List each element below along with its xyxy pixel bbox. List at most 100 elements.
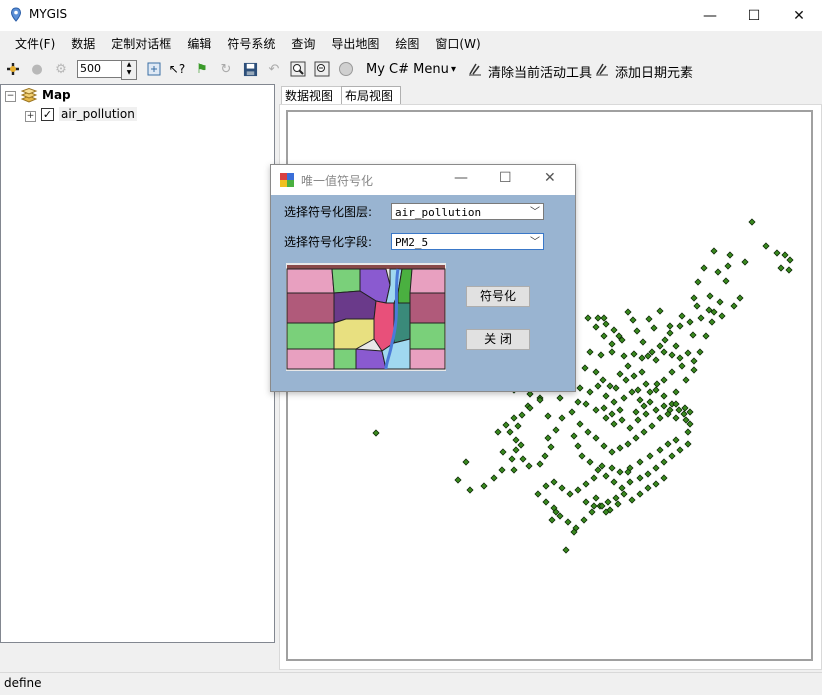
map-point-feature bbox=[590, 474, 598, 482]
menu-window[interactable]: 窗口(W) bbox=[435, 37, 481, 51]
tab-layout-view[interactable]: 布局视图 bbox=[341, 86, 401, 105]
maximize-button[interactable]: ☐ bbox=[731, 0, 777, 31]
map-point-feature bbox=[762, 242, 770, 250]
map-point-feature bbox=[676, 446, 684, 454]
undo-button[interactable]: ↶ bbox=[265, 60, 283, 78]
menu-symbology[interactable]: 符号系统 bbox=[227, 37, 276, 51]
dialog-close-button[interactable]: ✕ bbox=[544, 170, 556, 186]
minimize-button[interactable]: — bbox=[687, 0, 733, 31]
clear-active-tool-button[interactable]: 清除当前活动工具 bbox=[488, 66, 593, 81]
flag-button[interactable]: ⚑ bbox=[193, 60, 211, 78]
field-combobox[interactable]: PM2_5 ﹀ bbox=[391, 233, 544, 250]
menu-draw[interactable]: 绘图 bbox=[395, 37, 420, 51]
map-point-feature bbox=[741, 258, 749, 266]
map-point-feature bbox=[638, 354, 646, 362]
map-point-feature bbox=[592, 368, 600, 376]
map-point-feature bbox=[684, 428, 692, 436]
map-point-feature bbox=[730, 302, 738, 310]
menu-edit[interactable]: 编辑 bbox=[187, 37, 212, 51]
menu-export-map[interactable]: 导出地图 bbox=[331, 37, 380, 51]
dialog-maximize-button[interactable]: ☐ bbox=[499, 170, 512, 186]
dialog-minimize-button[interactable]: — bbox=[454, 170, 468, 186]
map-point-feature bbox=[548, 516, 556, 524]
map-point-feature bbox=[608, 448, 616, 456]
add-date-element-button[interactable]: 添加日期元素 bbox=[615, 66, 694, 81]
map-point-feature bbox=[636, 458, 644, 466]
map-point-feature bbox=[710, 247, 718, 255]
map-point-feature bbox=[620, 394, 628, 402]
map-point-feature bbox=[628, 496, 636, 504]
map-point-feature bbox=[682, 416, 690, 424]
symbolize-button[interactable]: 符号化 bbox=[466, 286, 530, 307]
map-point-feature bbox=[710, 308, 718, 316]
map-point-feature bbox=[608, 464, 616, 472]
menu-data[interactable]: 数据 bbox=[71, 37, 96, 51]
map-point-feature bbox=[668, 368, 676, 376]
map-point-feature bbox=[632, 434, 640, 442]
map-point-feature bbox=[602, 414, 610, 422]
layer-name[interactable]: air_pollution bbox=[59, 107, 137, 121]
map-point-feature bbox=[632, 408, 640, 416]
close-window-button[interactable]: ✕ bbox=[776, 0, 822, 31]
dialog-close-action-button[interactable]: 关 闭 bbox=[466, 329, 530, 350]
map-point-feature bbox=[536, 396, 544, 404]
map-point-feature bbox=[454, 476, 462, 484]
layer-expand-toggle[interactable]: + bbox=[25, 111, 36, 122]
map-point-feature bbox=[666, 329, 674, 337]
map-point-feature bbox=[638, 368, 646, 376]
map-point-feature bbox=[608, 348, 616, 356]
map-point-feature bbox=[660, 392, 668, 400]
map-point-feature bbox=[582, 400, 590, 408]
flag-icon: ⚑ bbox=[196, 61, 208, 77]
map-point-feature bbox=[602, 472, 610, 480]
map-point-feature bbox=[656, 414, 664, 422]
custom-menu-label[interactable]: My C# Menu bbox=[366, 62, 449, 77]
layer-visibility-checkbox[interactable]: ✓ bbox=[41, 108, 54, 121]
map-point-feature bbox=[640, 402, 648, 410]
map-point-feature bbox=[714, 268, 722, 276]
map-point-feature bbox=[592, 323, 600, 331]
map-root-label[interactable]: Map bbox=[42, 88, 71, 102]
map-point-feature bbox=[636, 396, 644, 404]
map-point-feature bbox=[634, 416, 642, 424]
map-point-feature bbox=[644, 484, 652, 492]
scale-spinner[interactable]: ▲ ▼ bbox=[121, 60, 137, 80]
map-point-feature bbox=[547, 443, 555, 451]
settings-button[interactable]: ⚙ bbox=[52, 60, 70, 78]
globe-button[interactable] bbox=[337, 60, 355, 78]
menu-file[interactable]: 文件(F) bbox=[15, 37, 56, 51]
redo-button[interactable]: ↻ bbox=[217, 60, 235, 78]
map-point-feature bbox=[550, 478, 558, 486]
map-point-feature bbox=[519, 455, 527, 463]
map-point-feature bbox=[590, 502, 598, 510]
map-point-feature bbox=[552, 426, 560, 434]
menu-custom-dialog[interactable]: 定制对话框 bbox=[111, 37, 172, 51]
dropdown-arrow-icon[interactable]: ▾ bbox=[451, 64, 457, 75]
full-extent-button[interactable] bbox=[145, 60, 163, 78]
map-point-feature bbox=[656, 307, 664, 315]
map-scale-input[interactable]: 500 bbox=[77, 60, 127, 78]
map-point-feature bbox=[644, 470, 652, 478]
zoom-in-button[interactable] bbox=[289, 60, 307, 78]
add-data-button[interactable] bbox=[4, 60, 22, 78]
map-point-feature bbox=[672, 342, 680, 350]
zoom-in-fixed-button[interactable]: ● bbox=[28, 60, 46, 78]
map-point-feature bbox=[612, 494, 620, 502]
map-point-feature bbox=[645, 315, 653, 323]
zoom-out-button[interactable] bbox=[313, 60, 331, 78]
map-point-feature bbox=[576, 384, 584, 392]
identify-button[interactable]: ↖? bbox=[168, 60, 186, 78]
map-point-feature bbox=[630, 372, 638, 380]
map-point-feature bbox=[610, 478, 618, 486]
save-button[interactable] bbox=[241, 60, 259, 78]
map-point-feature bbox=[542, 482, 550, 490]
map-point-feature bbox=[650, 324, 658, 332]
map-point-feature bbox=[708, 318, 716, 326]
menu-query[interactable]: 查询 bbox=[291, 37, 316, 51]
undo-icon: ↶ bbox=[268, 61, 280, 77]
map-collapse-toggle[interactable]: − bbox=[5, 91, 16, 102]
layer-combobox[interactable]: air_pollution ﹀ bbox=[391, 203, 544, 220]
tab-data-view[interactable]: 数据视图 bbox=[281, 86, 345, 105]
map-point-feature bbox=[686, 420, 694, 428]
map-point-feature bbox=[628, 388, 636, 396]
